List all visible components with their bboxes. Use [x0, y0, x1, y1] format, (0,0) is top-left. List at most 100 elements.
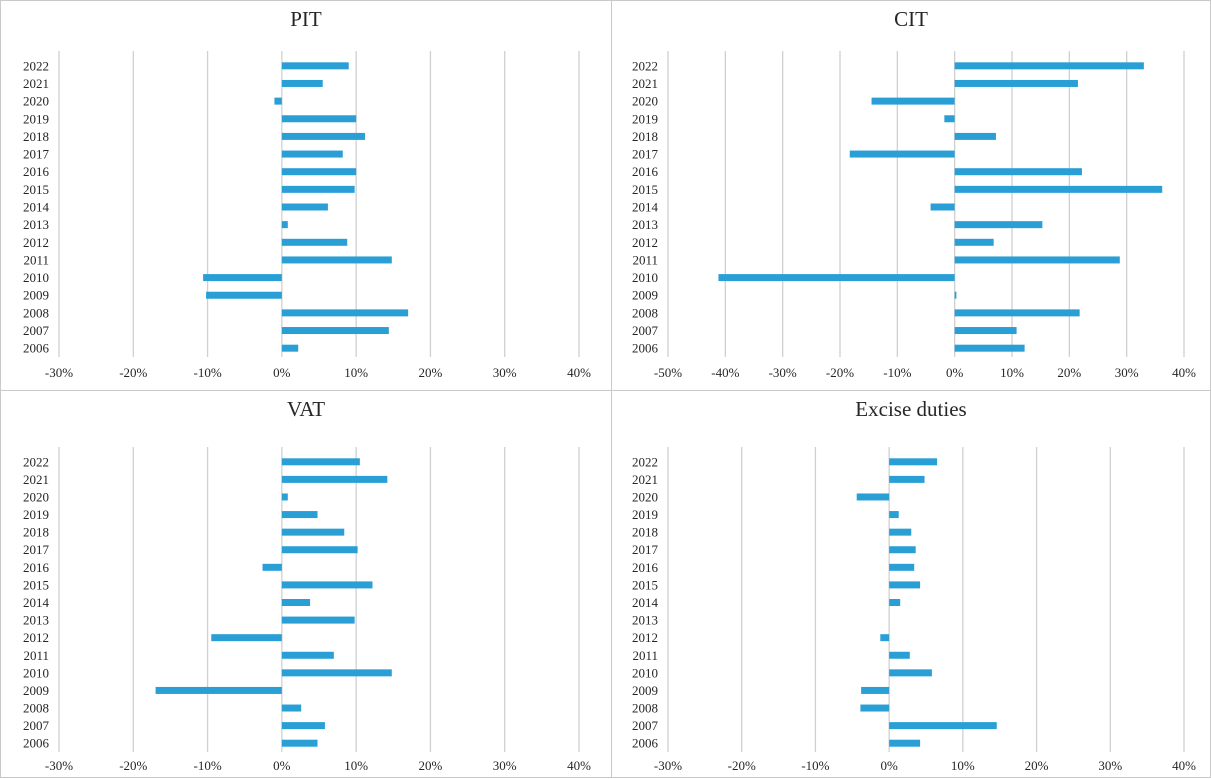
bar	[954, 238, 994, 246]
category-label: 2018	[632, 525, 658, 540]
bar	[281, 238, 348, 246]
category-label: 2012	[632, 630, 658, 645]
x-tick-label: 0%	[880, 758, 898, 773]
bar	[954, 327, 1017, 335]
bar	[856, 493, 890, 501]
bar	[954, 79, 1078, 87]
category-label: 2019	[632, 507, 658, 522]
x-tick-label: 30%	[493, 758, 517, 773]
vat-chart: 2022 2021 2020 2019 2018 2017 2016 2015 2014 2013…	[23, 447, 591, 773]
x-tick-label: 0%	[273, 758, 291, 773]
category-label: 2018	[23, 129, 49, 144]
category-label: 2011	[632, 648, 658, 663]
category-label: 2010	[23, 665, 49, 680]
bar	[274, 97, 282, 105]
pit-chart: 2022 2021 2020 2019 2018 2017 2016 2015 2014 2013…	[23, 51, 591, 380]
bar	[211, 634, 282, 642]
category-label: 2009	[23, 683, 49, 698]
category-label: 2018	[632, 129, 658, 144]
bar	[889, 563, 915, 571]
bar	[889, 475, 925, 483]
x-tick-label: 40%	[1172, 365, 1196, 380]
bar	[718, 274, 955, 282]
category-label: 2019	[632, 111, 658, 126]
bar	[281, 344, 299, 352]
bar	[944, 115, 955, 123]
x-tick-label: -30%	[654, 758, 682, 773]
x-tick-label: -20%	[728, 758, 756, 773]
x-tick-label: 10%	[951, 758, 975, 773]
category-label: 2006	[23, 736, 50, 751]
category-label: 2017	[632, 542, 659, 557]
bar	[954, 132, 996, 140]
x-tick-label: 10%	[344, 758, 368, 773]
x-tick-label: 40%	[1172, 758, 1196, 773]
x-tick-label: -50%	[654, 365, 682, 380]
category-label: 2009	[632, 288, 658, 303]
category-label: 2007	[23, 718, 50, 733]
bar	[871, 97, 955, 105]
bar	[281, 722, 325, 730]
category-label: 2013	[23, 613, 49, 628]
bar	[889, 599, 901, 606]
category-label: 2017	[23, 147, 50, 162]
bar	[281, 704, 302, 712]
bar	[281, 132, 366, 140]
bar	[281, 458, 360, 466]
category-label: 2018	[23, 525, 49, 540]
category-label: 2021	[23, 472, 49, 487]
bar	[155, 686, 282, 694]
bar	[281, 256, 392, 264]
bar	[281, 115, 357, 123]
category-label: 2006	[632, 341, 659, 356]
category-label: 2020	[23, 94, 49, 109]
chart-title: VAT	[286, 397, 326, 421]
category-label: 2010	[23, 270, 49, 285]
category-label: 2007	[632, 323, 659, 338]
category-label: 2020	[23, 489, 49, 504]
x-tick-label: 40%	[567, 365, 591, 380]
x-tick-label: 40%	[567, 758, 591, 773]
category-label: 2016	[632, 164, 659, 179]
bar	[849, 150, 955, 158]
category-label: 2010	[632, 270, 658, 285]
category-label: 2016	[632, 560, 659, 575]
x-tick-label: 20%	[419, 758, 443, 773]
category-label: 2022	[23, 454, 49, 469]
bar	[889, 722, 997, 730]
category-label: 2014	[23, 200, 50, 215]
bar	[861, 686, 890, 694]
category-label: 2020	[632, 489, 658, 504]
cit-panel: CIT 2022 2021 2020 2019 2018 2017 2016 2015 2014…	[611, 0, 1211, 391]
category-label: 2006	[23, 341, 50, 356]
category-label: 2015	[23, 182, 49, 197]
category-label: 2008	[23, 701, 49, 716]
bar	[281, 185, 355, 193]
chart-title: CIT	[894, 7, 928, 31]
bar	[281, 309, 409, 317]
category-label: 2007	[23, 323, 50, 338]
bar	[281, 511, 318, 519]
x-tick-label: 0%	[273, 365, 291, 380]
x-tick-label: -10%	[193, 758, 221, 773]
category-label: 2021	[632, 472, 658, 487]
bar	[889, 546, 916, 554]
category-label: 2012	[23, 235, 49, 250]
vat-panel: VAT 2022 2021 2020 2019 2018 2017 2016 2015 2014…	[0, 390, 612, 778]
x-tick-label: 10%	[1000, 365, 1024, 380]
bar	[203, 274, 282, 282]
bar	[880, 634, 890, 642]
category-label: 2015	[632, 577, 658, 592]
x-tick-label: -10%	[801, 758, 829, 773]
bar	[889, 739, 921, 747]
bar	[889, 581, 921, 589]
x-tick-label: -30%	[45, 758, 73, 773]
x-tick-label: -20%	[119, 365, 147, 380]
category-label: 2022	[632, 454, 658, 469]
category-label: 2014	[23, 595, 50, 610]
bar	[281, 669, 392, 677]
bar	[954, 221, 1043, 229]
category-label: 2009	[632, 683, 658, 698]
bar	[281, 739, 318, 747]
category-label: 2012	[632, 235, 658, 250]
